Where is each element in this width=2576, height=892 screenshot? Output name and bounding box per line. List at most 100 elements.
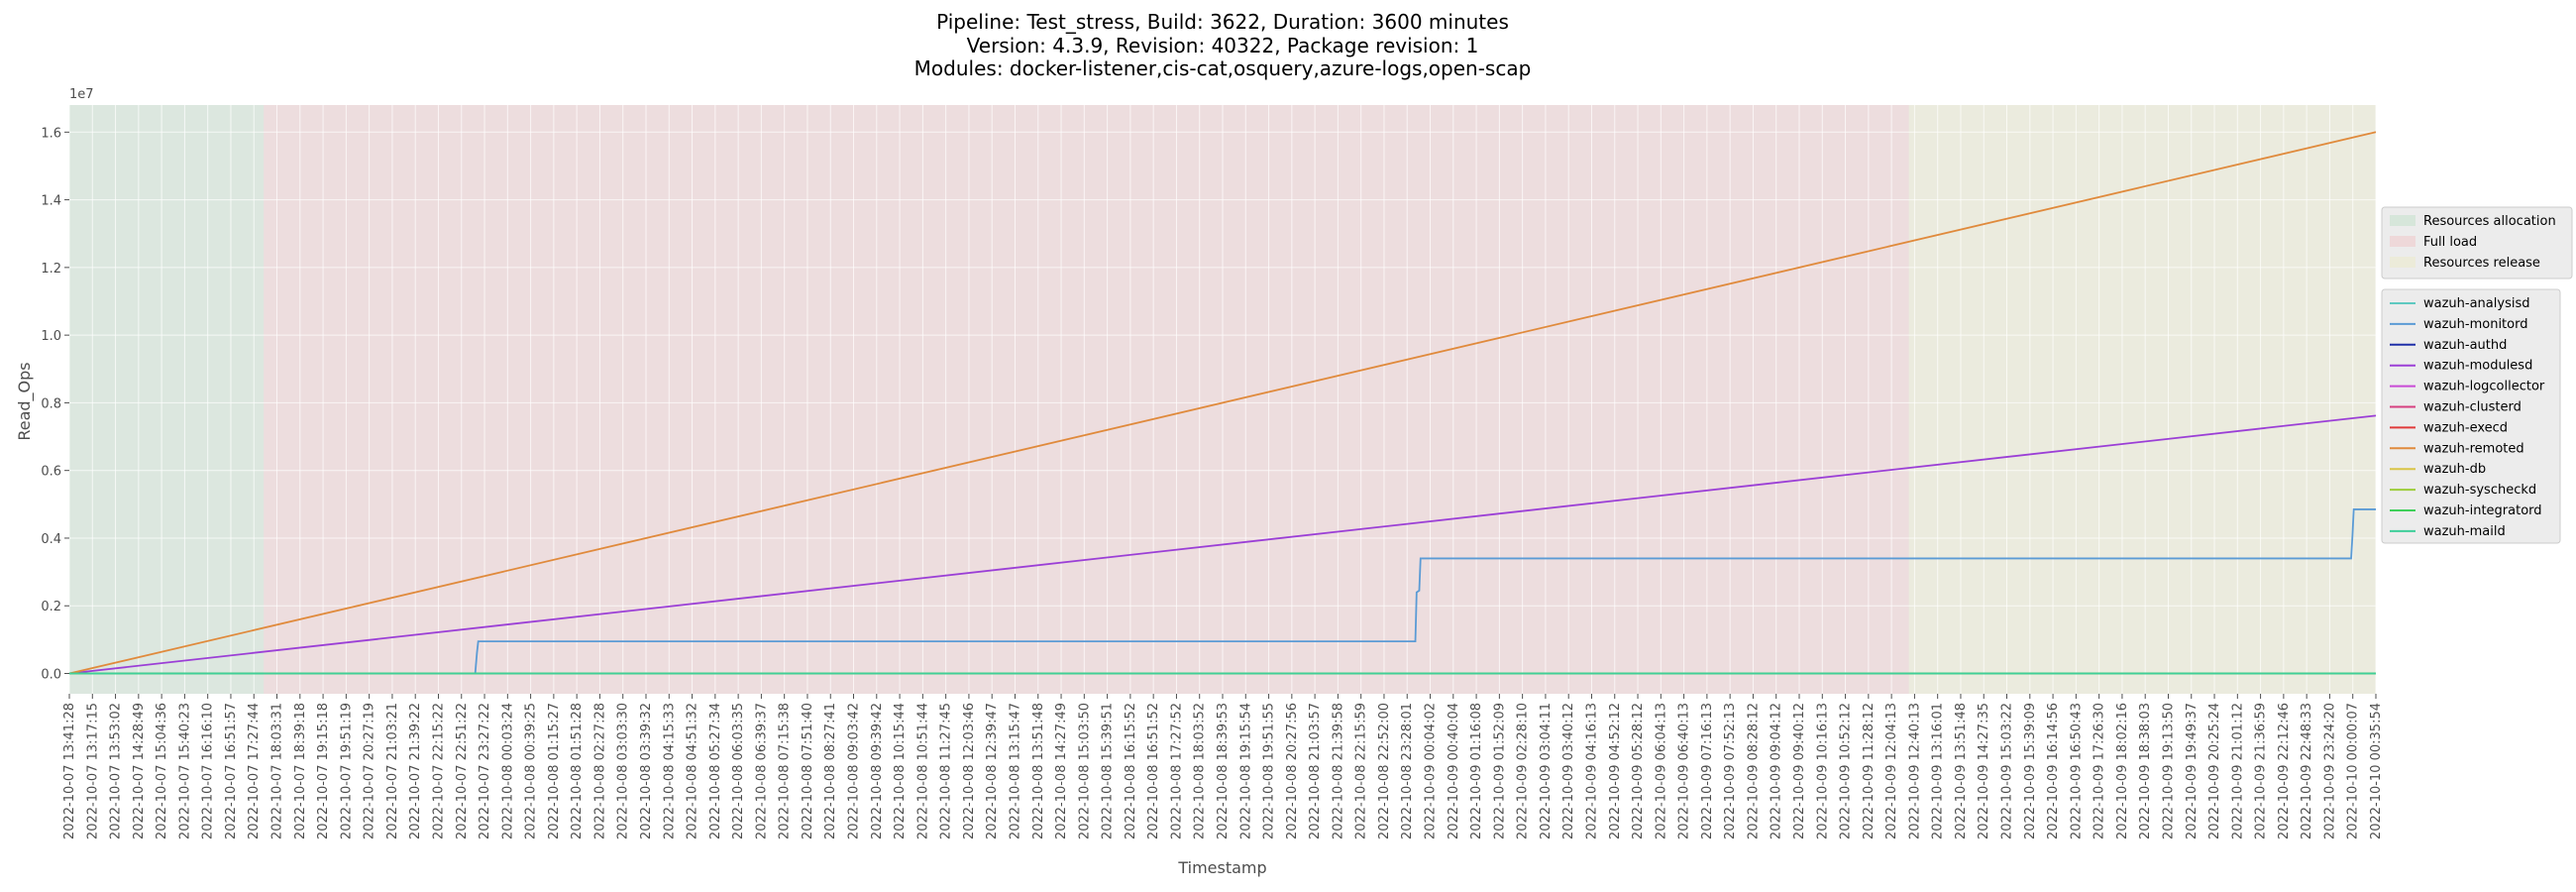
x-tick-label: 2022-10-08 17:27:52 bbox=[1169, 703, 1184, 839]
x-tick-label: 2022-10-09 16:50:43 bbox=[2069, 703, 2084, 839]
x-tick-label: 2022-10-09 13:51:48 bbox=[1954, 703, 1969, 839]
x-tick-label: 2022-10-09 12:40:13 bbox=[1907, 703, 1922, 839]
x-tick-label: 2022-10-08 07:15:38 bbox=[778, 703, 793, 839]
x-tick-label: 2022-10-07 19:15:18 bbox=[316, 703, 331, 839]
x-tick-label: 2022-10-07 17:27:44 bbox=[247, 703, 262, 839]
series-legend: wazuh-analysisd wazuh-monitord wazuh-authd… bbox=[2381, 288, 2561, 544]
phase-bands bbox=[69, 105, 2376, 694]
x-tick-label: 2022-10-09 01:52:09 bbox=[1492, 703, 1507, 839]
x-tick-label: 2022-10-07 13:53:02 bbox=[109, 703, 124, 839]
x-tick-label: 2022-10-09 00:04:02 bbox=[1424, 703, 1439, 839]
series-line-wazuh-remoted bbox=[68, 131, 2377, 675]
x-tick-label: 2022-10-07 21:39:22 bbox=[408, 703, 423, 839]
x-tick-label: 2022-10-08 01:15:27 bbox=[547, 703, 562, 839]
x-tick-label: 2022-10-07 15:40:23 bbox=[177, 703, 192, 839]
x-tick-label: 2022-10-08 22:52:00 bbox=[1377, 703, 1392, 839]
x-tick-label: 2022-10-08 09:03:42 bbox=[847, 703, 862, 839]
x-tick-label: 2022-10-08 01:51:28 bbox=[570, 703, 585, 839]
series-line-wazuh-monitord bbox=[69, 508, 2376, 675]
series-legend-label: wazuh-maild bbox=[2423, 524, 2506, 539]
series-legend-label: wazuh-db bbox=[2423, 462, 2486, 477]
x-tick-label: 2022-10-10 00:00:07 bbox=[2346, 703, 2361, 839]
x-tick-label: 2022-10-09 06:40:13 bbox=[1677, 703, 1692, 839]
x-tick-label: 2022-10-09 13:16:01 bbox=[1931, 703, 1946, 839]
chart-title-line-1: Pipeline: Test_stress, Build: 3622, Dura… bbox=[936, 10, 1509, 34]
y-tick-label: 1.4 bbox=[41, 194, 61, 209]
x-tick-label: 2022-10-09 03:04:11 bbox=[1539, 703, 1554, 839]
x-tick-label: 2022-10-07 21:03:21 bbox=[385, 703, 400, 839]
x-tick-label: 2022-10-08 04:15:33 bbox=[662, 703, 677, 839]
series-legend-label: wazuh-modulesd bbox=[2423, 359, 2532, 374]
x-tick-label: 2022-10-09 21:01:12 bbox=[2230, 703, 2245, 839]
x-tick-label: 2022-10-08 00:03:24 bbox=[500, 703, 515, 839]
x-tick-label: 2022-10-08 13:15:47 bbox=[1008, 703, 1022, 839]
x-tick-label: 2022-10-08 12:39:47 bbox=[985, 703, 1000, 839]
x-tick-label: 2022-10-09 00:40:04 bbox=[1447, 703, 1461, 839]
x-tick-label: 2022-10-09 03:40:12 bbox=[1561, 703, 1576, 839]
series-legend-label: wazuh-clusterd bbox=[2423, 400, 2522, 415]
x-tick-label: 2022-10-09 07:16:13 bbox=[1700, 703, 1715, 839]
x-tick-label: 2022-10-08 20:27:56 bbox=[1285, 703, 1300, 839]
phase-band-2 bbox=[1908, 105, 2376, 694]
x-tick-label: 2022-10-09 04:52:12 bbox=[1608, 703, 1623, 839]
x-tick-label: 2022-10-09 15:39:09 bbox=[2023, 703, 2038, 839]
x-tick-label: 2022-10-08 04:51:32 bbox=[686, 703, 700, 839]
x-tick-label: 2022-10-08 10:51:44 bbox=[915, 703, 930, 839]
x-tick-label: 2022-10-09 18:02:16 bbox=[2115, 703, 2130, 839]
x-tick-label: 2022-10-08 10:15:44 bbox=[893, 703, 908, 839]
y-axis: 0.0 0.2 0.4 0.6 0.8 1.0 1.2 1.4 1.6 bbox=[41, 126, 69, 683]
x-tick-label: 2022-10-07 22:15:22 bbox=[431, 703, 446, 839]
x-tick-label: 2022-10-09 02:28:10 bbox=[1516, 703, 1531, 839]
x-tick-label: 2022-10-08 18:39:53 bbox=[1216, 703, 1231, 839]
phase-legend-label: Resources release bbox=[2423, 256, 2540, 271]
x-tick-label: 2022-10-09 22:48:33 bbox=[2300, 703, 2314, 839]
x-tick-label: 2022-10-08 19:15:54 bbox=[1238, 703, 1253, 839]
chart-title-line-3: Modules: docker-listener,cis-cat,osquery… bbox=[914, 56, 1532, 80]
x-tick-label: 2022-10-08 16:51:52 bbox=[1146, 703, 1161, 839]
x-tick-label: 2022-10-08 21:39:58 bbox=[1331, 703, 1345, 839]
x-tick-label: 2022-10-07 22:51:22 bbox=[455, 703, 470, 839]
series-legend-label: wazuh-logcollector bbox=[2423, 380, 2545, 394]
x-tick-label: 2022-10-08 05:27:34 bbox=[708, 703, 723, 839]
x-tick-label: 2022-10-09 05:28:12 bbox=[1631, 703, 1646, 839]
x-tick-label: 2022-10-08 03:39:32 bbox=[639, 703, 654, 839]
x-tick-label: 2022-10-09 09:40:12 bbox=[1792, 703, 1807, 839]
series-legend-label: wazuh-integratord bbox=[2423, 503, 2542, 518]
y-tick-label: 0.4 bbox=[41, 532, 61, 547]
series-legend-label: wazuh-execd bbox=[2423, 420, 2508, 435]
x-tick-label: 2022-10-09 19:49:37 bbox=[2185, 703, 2200, 839]
phase-legend-swatch bbox=[2390, 215, 2415, 226]
x-tick-label: 2022-10-09 16:14:56 bbox=[2046, 703, 2061, 839]
phase-legend-swatch bbox=[2390, 257, 2415, 268]
y-tick-label: 1.2 bbox=[41, 262, 61, 277]
x-tick-label: 2022-10-07 14:28:49 bbox=[132, 703, 147, 839]
y-tick-label: 0.2 bbox=[41, 600, 61, 614]
series-legend-label: wazuh-remoted bbox=[2423, 441, 2524, 456]
phase-legend-swatch bbox=[2390, 236, 2415, 247]
series-lines bbox=[68, 131, 2377, 675]
x-tick-label: 2022-10-09 15:03:22 bbox=[2000, 703, 2015, 839]
x-tick-label: 2022-10-08 06:39:37 bbox=[754, 703, 769, 839]
x-tick-label: 2022-10-07 13:17:15 bbox=[85, 703, 100, 839]
x-tick-label: 2022-10-08 21:03:57 bbox=[1308, 703, 1323, 839]
x-tick-label: 2022-10-08 06:03:35 bbox=[731, 703, 746, 839]
chart-title: Pipeline: Test_stress, Build: 3622, Dura… bbox=[914, 10, 1532, 80]
y-tick-label: 0.6 bbox=[41, 465, 61, 480]
x-tick-label: 2022-10-09 17:26:30 bbox=[2093, 703, 2107, 839]
y-tick-label: 1.6 bbox=[41, 126, 61, 141]
x-tick-label: 2022-10-10 00:35:54 bbox=[2369, 703, 2384, 839]
y-tick-label: 0.0 bbox=[41, 668, 61, 683]
x-tick-label: 2022-10-07 15:04:36 bbox=[155, 703, 169, 839]
x-tick-label: 2022-10-09 23:24:20 bbox=[2322, 703, 2337, 839]
x-tick-label: 2022-10-09 20:25:24 bbox=[2207, 703, 2222, 839]
x-tick-label: 2022-10-09 07:52:13 bbox=[1723, 703, 1738, 839]
x-tick-label: 2022-10-08 19:51:55 bbox=[1262, 703, 1277, 839]
x-tick-label: 2022-10-08 15:39:51 bbox=[1101, 703, 1116, 839]
x-tick-label: 2022-10-09 21:36:59 bbox=[2254, 703, 2269, 839]
x-tick-label: 2022-10-09 06:04:13 bbox=[1654, 703, 1668, 839]
x-tick-label: 2022-10-09 08:28:12 bbox=[1746, 703, 1761, 839]
x-tick-label: 2022-10-09 12:04:13 bbox=[1884, 703, 1899, 839]
x-tick-label: 2022-10-07 23:27:22 bbox=[478, 703, 492, 839]
x-tick-label: 2022-10-08 03:03:30 bbox=[616, 703, 631, 839]
